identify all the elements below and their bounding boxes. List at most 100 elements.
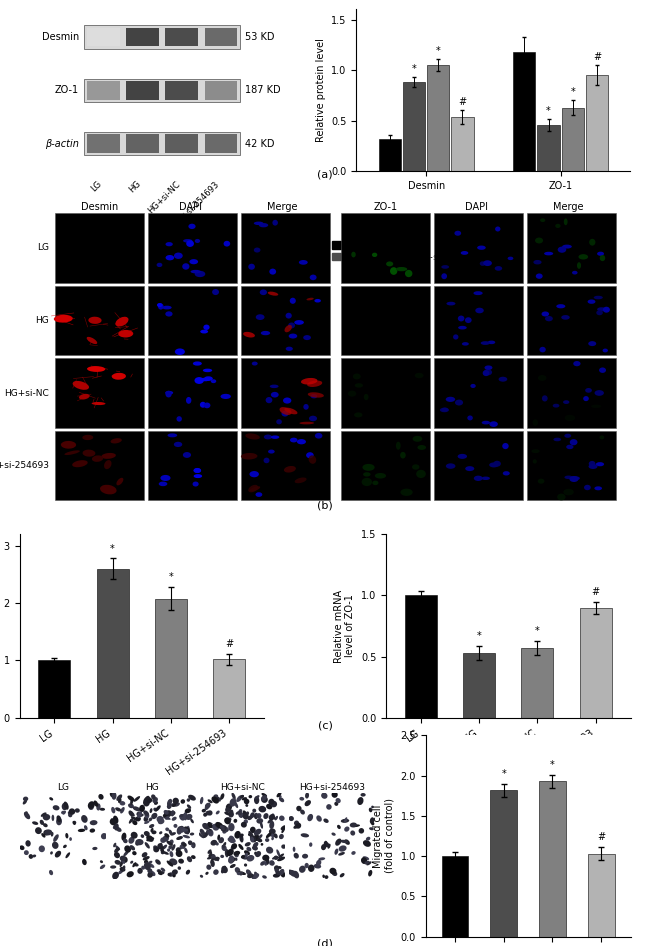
Ellipse shape (137, 814, 144, 817)
Ellipse shape (600, 255, 605, 261)
Ellipse shape (536, 273, 543, 279)
Y-axis label: Relative mRNA
level of ZO-1: Relative mRNA level of ZO-1 (334, 589, 356, 662)
FancyBboxPatch shape (148, 213, 237, 283)
Ellipse shape (112, 871, 119, 880)
Ellipse shape (184, 831, 189, 834)
Ellipse shape (481, 342, 490, 345)
Ellipse shape (240, 795, 244, 798)
Ellipse shape (369, 808, 372, 813)
Ellipse shape (348, 391, 356, 396)
FancyBboxPatch shape (205, 27, 237, 46)
Ellipse shape (222, 845, 225, 849)
Ellipse shape (141, 866, 145, 869)
Ellipse shape (482, 477, 490, 480)
Ellipse shape (221, 866, 228, 873)
Ellipse shape (100, 484, 116, 495)
Ellipse shape (153, 808, 157, 812)
Ellipse shape (281, 845, 286, 849)
Ellipse shape (317, 815, 322, 822)
Ellipse shape (270, 385, 279, 388)
Ellipse shape (194, 271, 205, 277)
Ellipse shape (211, 854, 216, 859)
Ellipse shape (96, 803, 101, 811)
Ellipse shape (25, 812, 28, 815)
Ellipse shape (396, 267, 408, 272)
Bar (213, 659, 245, 718)
Ellipse shape (281, 826, 285, 833)
Ellipse shape (241, 855, 248, 860)
Ellipse shape (248, 832, 253, 836)
Ellipse shape (285, 313, 292, 319)
Ellipse shape (465, 317, 472, 324)
Ellipse shape (248, 484, 258, 492)
Ellipse shape (603, 307, 610, 313)
Ellipse shape (143, 798, 150, 807)
Ellipse shape (61, 441, 76, 448)
Text: #: # (225, 639, 233, 649)
Ellipse shape (164, 810, 172, 817)
Ellipse shape (553, 438, 561, 441)
Ellipse shape (489, 463, 499, 467)
Ellipse shape (229, 810, 233, 815)
Ellipse shape (261, 843, 263, 846)
Ellipse shape (321, 844, 326, 850)
Ellipse shape (363, 464, 374, 471)
Ellipse shape (20, 846, 25, 850)
FancyBboxPatch shape (341, 431, 430, 500)
Ellipse shape (467, 415, 473, 420)
Ellipse shape (168, 830, 172, 835)
Ellipse shape (301, 378, 317, 384)
Ellipse shape (280, 407, 292, 415)
Ellipse shape (194, 468, 201, 473)
Ellipse shape (508, 256, 514, 260)
Ellipse shape (372, 481, 378, 485)
Ellipse shape (124, 850, 129, 856)
Ellipse shape (244, 852, 248, 859)
Ellipse shape (303, 335, 311, 341)
Text: Merge: Merge (266, 201, 297, 212)
Ellipse shape (296, 823, 301, 829)
Ellipse shape (144, 796, 149, 801)
Ellipse shape (278, 866, 281, 869)
Ellipse shape (597, 252, 604, 255)
Ellipse shape (211, 860, 214, 867)
Ellipse shape (157, 303, 162, 307)
Ellipse shape (57, 815, 61, 822)
Ellipse shape (162, 845, 167, 850)
FancyBboxPatch shape (527, 431, 616, 500)
Ellipse shape (271, 392, 279, 397)
Ellipse shape (240, 813, 244, 816)
Ellipse shape (257, 838, 263, 842)
Ellipse shape (24, 850, 29, 855)
Ellipse shape (351, 252, 356, 257)
Ellipse shape (150, 808, 153, 813)
Ellipse shape (416, 470, 426, 478)
Ellipse shape (140, 834, 144, 838)
Ellipse shape (276, 850, 280, 857)
FancyBboxPatch shape (241, 213, 330, 283)
Ellipse shape (195, 239, 200, 243)
Ellipse shape (183, 452, 191, 458)
Ellipse shape (361, 793, 366, 797)
Ellipse shape (276, 870, 281, 876)
Ellipse shape (167, 798, 172, 806)
Ellipse shape (51, 832, 53, 836)
Ellipse shape (591, 405, 601, 408)
Ellipse shape (114, 823, 119, 831)
Ellipse shape (145, 842, 150, 849)
Ellipse shape (129, 845, 135, 850)
Ellipse shape (268, 291, 278, 296)
Ellipse shape (163, 814, 168, 817)
Ellipse shape (202, 832, 208, 838)
Ellipse shape (224, 812, 231, 815)
Ellipse shape (266, 397, 272, 403)
Ellipse shape (225, 807, 230, 813)
Ellipse shape (211, 854, 216, 859)
Ellipse shape (269, 821, 274, 829)
Ellipse shape (130, 861, 133, 864)
Ellipse shape (157, 869, 161, 872)
Ellipse shape (177, 867, 181, 870)
Ellipse shape (157, 815, 164, 823)
Text: (b): (b) (317, 500, 333, 510)
Ellipse shape (299, 866, 305, 873)
